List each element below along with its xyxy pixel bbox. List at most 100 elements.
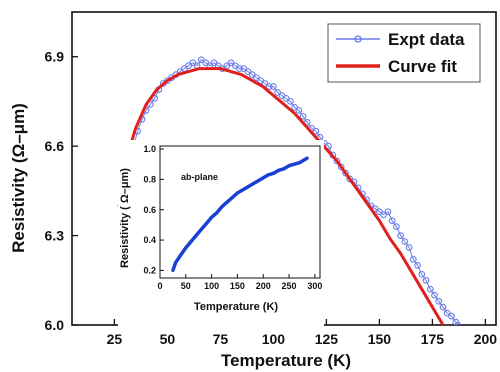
- inset-data-point: [241, 188, 245, 192]
- main-plot: 25 50 75 100 125 150 175 200 6.0 6.3 6.6 6.9: [45, 11, 498, 347]
- inset-data-point: [297, 161, 301, 165]
- inset-x-tick-label: 150: [230, 281, 245, 291]
- main-x-tick-label: 200: [474, 331, 498, 347]
- main-x-tick-label: 100: [262, 331, 286, 347]
- inset-y-tick-label: 0.4: [143, 235, 156, 245]
- inset-data-point: [171, 268, 175, 272]
- inset-data-point: [251, 182, 255, 186]
- inset-data-point: [305, 156, 309, 160]
- inset-y-tick-label: 0.6: [143, 205, 156, 215]
- legend-expt-marker: [354, 35, 362, 43]
- expt-data-point: [274, 89, 281, 96]
- inset-axes: 0 50 100 150 200 250 300 0.2 0.4 0.6 0.8 1.0: [143, 144, 322, 291]
- expt-data-point: [435, 297, 443, 305]
- inset-data-point: [261, 176, 265, 180]
- expt-data-point: [197, 56, 205, 64]
- inset-data-point: [277, 168, 281, 172]
- expt-data-point: [346, 175, 354, 183]
- expt-data-point: [405, 244, 413, 251]
- fit-curve-line: [119, 67, 445, 325]
- legend: Expt data Curve fit: [327, 23, 481, 83]
- expt-data-point: [414, 262, 421, 269]
- inset-x-tick-label: 0: [157, 281, 162, 291]
- main-x-tick-label: 25: [107, 331, 123, 347]
- inset-data-point: [194, 233, 198, 238]
- inset-data-point: [189, 240, 193, 244]
- expt-data-point: [210, 59, 218, 67]
- expt-data-point: [409, 256, 417, 263]
- main-y-tick-label: 6.0: [45, 317, 65, 333]
- main-x-tick-label: 50: [160, 331, 176, 347]
- inset-series-group: [171, 156, 309, 272]
- inset-data-point: [210, 215, 214, 219]
- expt-data-point: [299, 112, 307, 120]
- inset-data-point: [230, 196, 234, 200]
- main-y-tick-label: 6.6: [45, 138, 65, 154]
- main-y-tick-label: 6.9: [45, 49, 65, 65]
- inset-data-point: [271, 171, 276, 175]
- inset-x-tick-label: 100: [204, 281, 219, 291]
- inset-data-point: [287, 164, 291, 168]
- inset-annotation: ab-plane: [181, 172, 218, 182]
- inset-y-tick-label: 0.8: [143, 175, 156, 185]
- expt-data-point: [384, 208, 392, 216]
- expt-data-point: [431, 291, 438, 299]
- expt-data-point: [337, 163, 345, 171]
- main-series-group: [117, 56, 462, 325]
- inset-frame: [159, 145, 321, 279]
- inset-x-tick-label: 300: [307, 281, 322, 291]
- main-x-axis-title: Temperature (K): [221, 351, 351, 370]
- inset-data-line: [171, 156, 309, 271]
- inset-data-point: [266, 173, 270, 177]
- expt-data-point: [422, 276, 430, 284]
- inset-data-point: [302, 158, 307, 162]
- inset-data-point: [235, 191, 239, 195]
- expt-data-point: [287, 98, 294, 105]
- expt-data-point: [443, 309, 451, 317]
- main-x-tick-label: 175: [421, 331, 445, 347]
- expt-data-point: [397, 232, 404, 239]
- inset-y-tick-label: 1.0: [143, 144, 156, 154]
- inset-plot: 0 50 100 150 200 250 300 0.2 0.4 0.6 0.8 1.0 ab-pla…: [118, 140, 324, 328]
- inset-data-point: [246, 185, 250, 189]
- inset-data-point: [179, 253, 183, 257]
- legend-expt-label: Expt data: [388, 30, 465, 49]
- main-y-tick-label: 6.3: [45, 227, 65, 243]
- inset-x-tick-label: 200: [256, 281, 271, 291]
- expt-data-point: [388, 217, 396, 225]
- inset-x-axis-title: Temperature (K): [194, 301, 278, 313]
- expt-data-point: [333, 157, 341, 165]
- main-y-axis-title: Resistivity (Ω–μm): [9, 103, 28, 253]
- expt-data-point: [454, 321, 462, 325]
- expt-data-point: [261, 80, 269, 87]
- legend-box: [327, 23, 481, 83]
- inset-data-point: [199, 227, 203, 231]
- legend-fit-label: Curve fit: [388, 57, 457, 76]
- inset-data-point: [184, 246, 188, 250]
- expt-data-point: [253, 74, 260, 81]
- expt-data-point: [448, 312, 455, 320]
- inset-data-point: [282, 167, 286, 171]
- inset-data-point: [256, 179, 260, 183]
- expt-data-point: [265, 83, 273, 90]
- expt-data-point: [270, 83, 277, 90]
- inset-data-point: [292, 162, 296, 166]
- main-x-tick-label: 125: [315, 331, 339, 347]
- main-x-tick-label: 150: [368, 331, 392, 347]
- main-axis-titles: Temperature (K) Resistivity (Ω–μm): [9, 103, 351, 370]
- expt-data-point: [418, 270, 426, 278]
- expt-data-point: [426, 285, 434, 293]
- expt-data-point: [312, 127, 320, 135]
- expt-data-point: [380, 211, 387, 219]
- expt-data-point: [240, 65, 248, 72]
- inset-data-point: [173, 261, 178, 265]
- inset-data-point: [215, 211, 219, 215]
- inset-background: [118, 140, 324, 328]
- inset-x-tick-label: 250: [282, 281, 297, 291]
- expt-data-point: [295, 107, 303, 114]
- inset-y-axis-title: Resistivity ( Ω–μm): [119, 168, 131, 268]
- inset-y-tick-label: 0.2: [143, 266, 156, 276]
- expt-data-point: [393, 223, 400, 230]
- expt-data-point: [236, 65, 243, 72]
